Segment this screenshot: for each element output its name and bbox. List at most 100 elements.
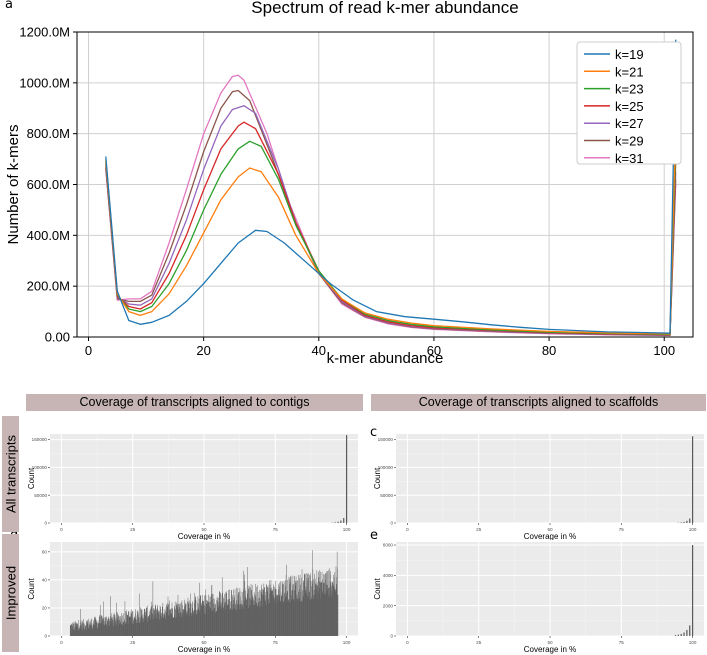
y-axis-label: Count	[27, 578, 36, 600]
y-tick-label: 0	[390, 634, 393, 639]
facet-strip-improved-label: Improved	[3, 565, 18, 621]
y-tick-label: 0	[44, 634, 47, 639]
facet-strip-all-transcripts: All transcripts	[2, 416, 19, 532]
x-tick-label: 100	[689, 527, 697, 532]
x-tick-label: 50	[547, 527, 553, 532]
histogram-bar	[689, 518, 691, 523]
facet-strip-scaffolds: Coverage of transcripts aligned to scaff…	[371, 394, 706, 411]
histogram-c: 0 25 50 75 100 0 50000 100000 150000 Coverage in …	[373, 434, 704, 540]
histogram-bar	[340, 520, 342, 523]
x-tick-label: 0	[60, 640, 63, 645]
y-tick-label: 60	[42, 549, 48, 554]
legend-label-k25: k=25	[615, 99, 644, 114]
series-line-k21	[105, 125, 677, 335]
y-tick-label: 0	[44, 521, 47, 526]
histogram-bar	[683, 632, 685, 636]
panel-letter-a: a	[5, 0, 13, 12]
y-tick-label: 100000	[378, 465, 394, 470]
y-tick-label: 1200.0M	[19, 25, 70, 40]
y-tick-label: 150000	[378, 437, 394, 442]
histogram-bar	[680, 522, 682, 523]
histogram-bar	[691, 436, 694, 523]
x-axis-label: k-mer abundance	[327, 350, 444, 367]
y-tick-label: 800.0M	[27, 126, 70, 141]
x-tick-label: 100	[689, 640, 697, 645]
legend-label-k29: k=29	[615, 134, 644, 149]
kmer-spectrum-chart: 0 20 40 60 80 100 0.00 200.0M 400.0M 600.0M 800.0M…	[5, 0, 694, 367]
legend-label-k31: k=31	[615, 151, 644, 166]
x-tick-label: 0	[406, 640, 409, 645]
legend-label-k21: k=21	[615, 64, 644, 79]
y-tick-label: 40	[42, 577, 48, 582]
x-tick-label: 40	[312, 343, 326, 358]
panel-letter-e: e	[370, 528, 378, 543]
y-tick-label: 200.0M	[27, 279, 70, 294]
histogram-d: 0 25 50 75 100 0 20 40 60 Coverage in % Count	[27, 542, 358, 654]
panel-letter-c: c	[370, 425, 378, 440]
legend-box	[576, 41, 682, 165]
y-tick-label: 400.0M	[27, 228, 70, 243]
x-tick-label: 0	[406, 527, 409, 532]
x-tick-label: 25	[130, 527, 136, 532]
legend-label-k19: k=19	[615, 47, 644, 62]
histogram-bar	[674, 635, 677, 636]
x-tick-label: 0	[60, 527, 63, 532]
x-tick-label: 25	[476, 640, 482, 645]
legend-label-k23: k=23	[615, 82, 644, 97]
x-tick-label: 80	[542, 343, 556, 358]
x-axis-label: Coverage in %	[178, 532, 230, 540]
histogram-e: 0 25 50 75 100 0 2000 4000 6000 Coverage in % Coun…	[373, 542, 704, 654]
histogram-bar	[334, 522, 336, 523]
histogram-bar	[686, 520, 688, 523]
x-tick-label: 50	[547, 640, 553, 645]
x-tick-label: 75	[619, 640, 625, 645]
x-tick-label: 25	[130, 640, 136, 645]
x-tick-label: 25	[476, 527, 482, 532]
x-tick-label: 0	[85, 343, 92, 358]
histogram-bar	[343, 517, 345, 523]
x-tick-label: 100	[343, 527, 351, 532]
x-tick-label: 75	[273, 527, 279, 532]
y-tick-label: 4000	[383, 573, 394, 578]
legend-label-k27: k=27	[615, 116, 644, 131]
y-tick-label: 50000	[380, 493, 393, 498]
x-tick-label: 20	[196, 343, 210, 358]
y-tick-label: 0	[390, 521, 393, 526]
x-axis-label: Coverage in %	[524, 645, 576, 654]
facet-strip-improved: Improved	[2, 534, 19, 652]
y-axis-label: Count	[373, 578, 382, 600]
histogram-bar	[691, 545, 694, 636]
chart-title: Spectrum of read k-mer abundance	[251, 0, 518, 17]
facet-strip-all-transcripts-label: All transcripts	[3, 434, 18, 514]
y-axis-label: Count	[373, 467, 382, 489]
histogram-bar	[686, 629, 688, 636]
y-tick-label: 600.0M	[27, 177, 70, 192]
y-tick-label: 100000	[32, 465, 48, 470]
y-axis-label: Number of k-mers	[5, 124, 22, 244]
y-tick-label: 50000	[34, 493, 47, 498]
x-tick-label: 100	[653, 343, 675, 358]
y-tick-label: 20	[42, 606, 48, 611]
x-tick-label: 50	[201, 640, 207, 645]
x-axis-label: Coverage in %	[178, 645, 230, 654]
x-tick-label: 100	[343, 640, 351, 645]
y-axis-label: Count	[27, 467, 36, 489]
x-tick-label: 60	[427, 343, 441, 358]
histogram-bar	[337, 521, 339, 523]
y-tick-label: 2000	[383, 603, 394, 608]
series-line-k19	[105, 39, 677, 334]
x-tick-label: 50	[201, 527, 207, 532]
histogram-bar	[345, 435, 348, 523]
y-tick-label: 0.00	[45, 330, 70, 345]
x-tick-label: 75	[619, 527, 625, 532]
series-line-k23	[105, 140, 677, 336]
facet-strip-contigs: Coverage of transcripts aligned to conti…	[26, 394, 363, 411]
x-axis-label: Coverage in %	[524, 532, 576, 540]
histogram-bar	[677, 634, 679, 636]
x-tick-label: 75	[273, 640, 279, 645]
y-tick-label: 1000.0M	[19, 75, 70, 90]
histogram-bar	[683, 521, 685, 523]
histogram-bar	[680, 633, 682, 636]
y-tick-label: 6000	[383, 543, 394, 548]
histogram-b: 0 25 50 75 100 0 50000 100000 150000 Coverage in …	[27, 434, 358, 540]
